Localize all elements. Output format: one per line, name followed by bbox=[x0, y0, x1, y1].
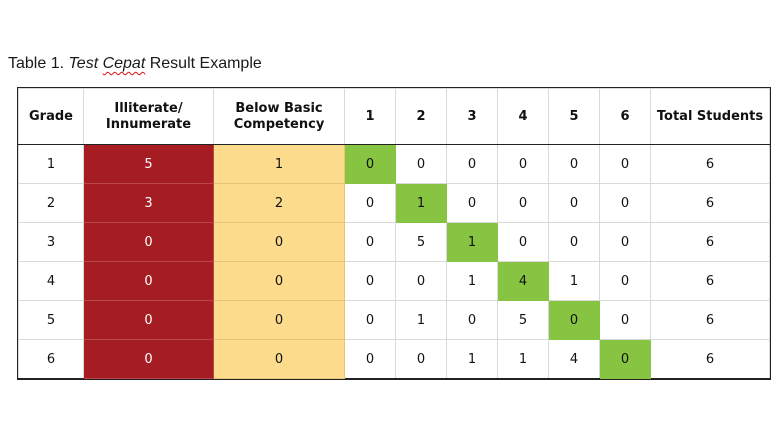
cell-level-6: 0 bbox=[599, 144, 651, 184]
header-grade: Grade bbox=[18, 88, 84, 145]
cell-level-4: 1 bbox=[497, 339, 549, 379]
cell-level-4: 5 bbox=[497, 300, 549, 340]
cell-below-basic: 2 bbox=[213, 183, 345, 223]
caption-italic-cepat: Cepat bbox=[102, 55, 146, 72]
header-total-students: Total Students bbox=[650, 88, 770, 145]
header-level-4: 4 bbox=[497, 88, 549, 145]
cell-level-2: 0 bbox=[395, 339, 447, 379]
header-below-basic: Below Basic Competency bbox=[213, 88, 345, 145]
cell-level-1: 0 bbox=[344, 339, 396, 379]
caption-prefix: Table 1. bbox=[8, 55, 69, 72]
cell-illiterate: 0 bbox=[83, 261, 214, 301]
cell-level-3: 0 bbox=[446, 300, 498, 340]
cell-level-2: 1 bbox=[395, 300, 447, 340]
cell-total: 6 bbox=[650, 144, 770, 184]
caption-italic-test: Test bbox=[68, 55, 103, 72]
cell-grade: 3 bbox=[18, 222, 84, 262]
cell-level-3: 1 bbox=[446, 261, 498, 301]
cell-level-5: 0 bbox=[548, 183, 600, 223]
cell-illiterate: 0 bbox=[83, 339, 214, 379]
cell-level-6: 0 bbox=[599, 222, 651, 262]
cell-below-basic: 0 bbox=[213, 300, 345, 340]
header-level-6: 6 bbox=[599, 88, 651, 145]
caption-suffix: Result Example bbox=[145, 55, 262, 72]
cell-level-3: 1 bbox=[446, 339, 498, 379]
cell-level-3: 1 bbox=[446, 222, 498, 262]
cell-level-1: 0 bbox=[344, 261, 396, 301]
cell-illiterate: 5 bbox=[83, 144, 214, 184]
cell-level-4: 0 bbox=[497, 183, 549, 223]
cell-level-1: 0 bbox=[344, 183, 396, 223]
cell-total: 6 bbox=[650, 183, 770, 223]
cell-below-basic: 1 bbox=[213, 144, 345, 184]
cell-level-6: 0 bbox=[599, 183, 651, 223]
cell-level-1: 0 bbox=[344, 144, 396, 184]
cell-level-6: 0 bbox=[599, 339, 651, 379]
cell-level-2: 5 bbox=[395, 222, 447, 262]
cell-level-5: 1 bbox=[548, 261, 600, 301]
cell-illiterate: 0 bbox=[83, 300, 214, 340]
cell-level-4: 0 bbox=[497, 222, 549, 262]
cell-illiterate: 3 bbox=[83, 183, 214, 223]
cell-level-5: 0 bbox=[548, 300, 600, 340]
cell-level-5: 0 bbox=[548, 222, 600, 262]
cell-total: 6 bbox=[650, 261, 770, 301]
cell-level-2: 0 bbox=[395, 261, 447, 301]
cell-below-basic: 0 bbox=[213, 339, 345, 379]
cell-level-5: 4 bbox=[548, 339, 600, 379]
cell-grade: 6 bbox=[18, 339, 84, 379]
cell-level-3: 0 bbox=[446, 183, 498, 223]
cell-level-1: 0 bbox=[344, 222, 396, 262]
table-caption: Table 1. Test Cepat Result Example bbox=[8, 55, 262, 73]
cell-total: 6 bbox=[650, 300, 770, 340]
header-level-1: 1 bbox=[344, 88, 396, 145]
cell-illiterate: 0 bbox=[83, 222, 214, 262]
cell-total: 6 bbox=[650, 339, 770, 379]
result-table: Grade Illiterate/ Innumerate Below Basic… bbox=[17, 87, 771, 380]
cell-level-4: 4 bbox=[497, 261, 549, 301]
cell-grade: 4 bbox=[18, 261, 84, 301]
cell-level-2: 0 bbox=[395, 144, 447, 184]
header-row: Grade Illiterate/ Innumerate Below Basic… bbox=[18, 88, 770, 145]
cell-below-basic: 0 bbox=[213, 261, 345, 301]
cell-grade: 5 bbox=[18, 300, 84, 340]
cell-level-5: 0 bbox=[548, 144, 600, 184]
cell-grade: 1 bbox=[18, 144, 84, 184]
header-level-5: 5 bbox=[548, 88, 600, 145]
header-level-3: 3 bbox=[446, 88, 498, 145]
cell-level-6: 0 bbox=[599, 300, 651, 340]
cell-level-1: 0 bbox=[344, 300, 396, 340]
cell-level-3: 0 bbox=[446, 144, 498, 184]
cell-total: 6 bbox=[650, 222, 770, 262]
cell-level-4: 0 bbox=[497, 144, 549, 184]
cell-grade: 2 bbox=[18, 183, 84, 223]
cell-level-2: 1 bbox=[395, 183, 447, 223]
cell-below-basic: 0 bbox=[213, 222, 345, 262]
cell-level-6: 0 bbox=[599, 261, 651, 301]
header-level-2: 2 bbox=[395, 88, 447, 145]
header-illiterate: Illiterate/ Innumerate bbox=[83, 88, 214, 145]
